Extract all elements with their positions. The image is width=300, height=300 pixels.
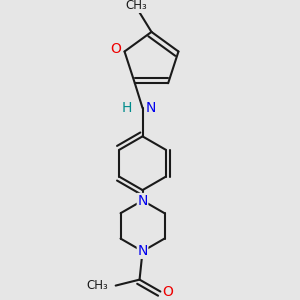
Text: CH₃: CH₃ (126, 0, 147, 12)
Text: H: H (122, 101, 132, 115)
Text: N: N (146, 101, 156, 115)
Text: O: O (163, 285, 173, 298)
Text: CH₃: CH₃ (86, 279, 108, 292)
Text: N: N (137, 194, 148, 208)
Text: O: O (110, 41, 121, 56)
Text: N: N (137, 244, 148, 258)
